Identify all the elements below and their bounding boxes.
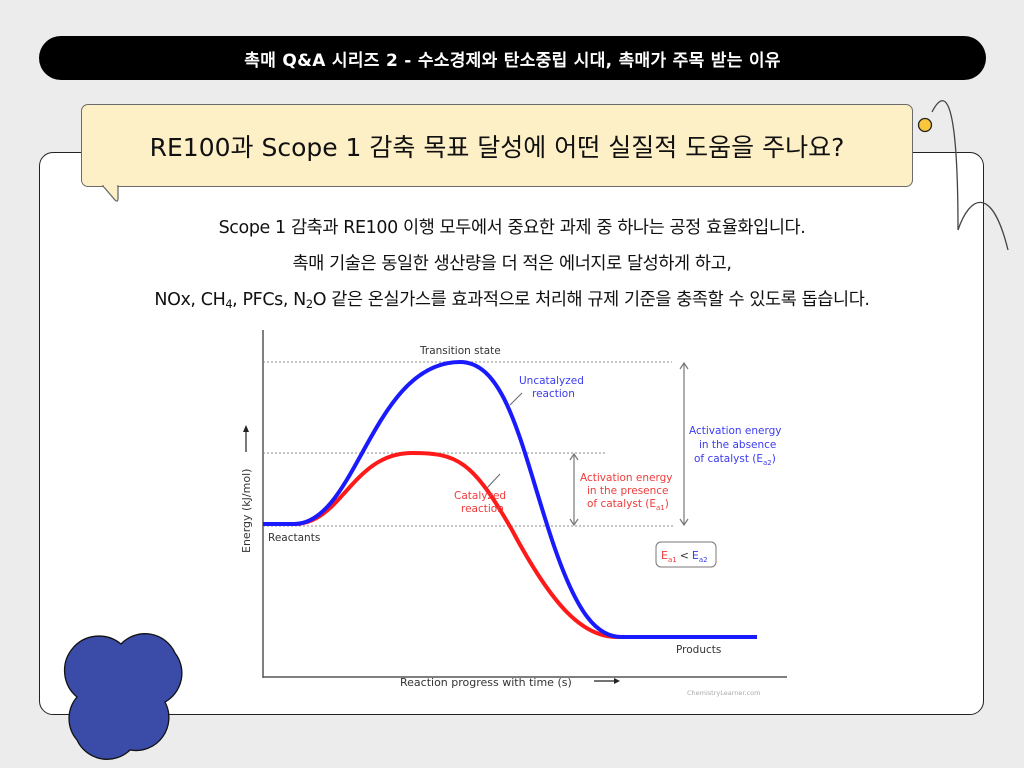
- answer-line-1: Scope 1 감축과 RE100 이행 모두에서 중요한 과제 중 하나는 공…: [218, 218, 806, 238]
- question-text: RE100과 Scope 1 감축 목표 달성에 어떤 실질적 도움을 주나요?: [149, 132, 845, 162]
- answer-paragraph: Scope 1 감축과 RE100 이행 모두에서 중요한 과제 중 하나는 공…: [60, 210, 964, 322]
- svg-text:of catalyst (Ea2): of catalyst (Ea2): [694, 453, 776, 467]
- answer-line-3: NOx, CH4, PFCs, N2O 같은 온실가스를 효과적으로 처리해 규…: [154, 290, 870, 311]
- svg-text:Activation energy: Activation energy: [689, 425, 782, 437]
- ea1-arrow: [569, 452, 579, 527]
- reactants-label: Reactants: [268, 532, 320, 544]
- answer-line-2: 촉매 기술은 동일한 생산량을 더 적은 에너지로 달성하게 하고,: [292, 254, 732, 274]
- products-label: Products: [676, 644, 721, 656]
- uncatalyzed-curve: [263, 359, 757, 639]
- uncatalyzed-label: Uncatalyzed: [519, 375, 584, 387]
- svg-text:in the presence: in the presence: [587, 485, 669, 497]
- watermark: ChemistryLearner.com: [687, 689, 760, 697]
- activation-energy-chart: Transition state Reactants Products Unca…: [232, 330, 792, 700]
- catalyzed-label: Catalyzed: [454, 490, 506, 502]
- transition-state-label: Transition state: [419, 345, 501, 357]
- ea2-arrow: [679, 361, 689, 527]
- content-card: [39, 152, 984, 715]
- ea1-label: Activation energy in the presence of cat…: [580, 472, 673, 512]
- ea2-label: Activation energy in the absence of cata…: [689, 425, 782, 467]
- series-title-bar: 촉매 Q&A 시리즈 2 - 수소경제와 탄소중립 시대, 촉매가 주목 받는 …: [39, 36, 986, 80]
- svg-text:of catalyst (Ea1): of catalyst (Ea1): [587, 498, 669, 512]
- svg-text:in the absence: in the absence: [699, 439, 776, 451]
- svg-text:reaction: reaction: [461, 503, 504, 515]
- x-axis-title: Reaction progress with time (s): [400, 676, 572, 689]
- catalyzed-curve: [263, 450, 757, 639]
- accent-dot-icon: [917, 117, 933, 133]
- svg-text:Activation energy: Activation energy: [580, 472, 673, 484]
- y-axis-title: Energy (kJ/mol): [240, 469, 253, 553]
- series-title: 촉매 Q&A 시리즈 2 - 수소경제와 탄소중립 시대, 촉매가 주목 받는 …: [244, 50, 781, 71]
- svg-text:reaction: reaction: [532, 388, 575, 400]
- ea-comparison-box: Ea1 < Ea2: [655, 541, 717, 568]
- svg-text:Ea1<Ea2: Ea1 < Ea2: [661, 549, 708, 564]
- question-bubble: RE100과 Scope 1 감축 목표 달성에 어떤 실질적 도움을 주나요?: [81, 104, 913, 187]
